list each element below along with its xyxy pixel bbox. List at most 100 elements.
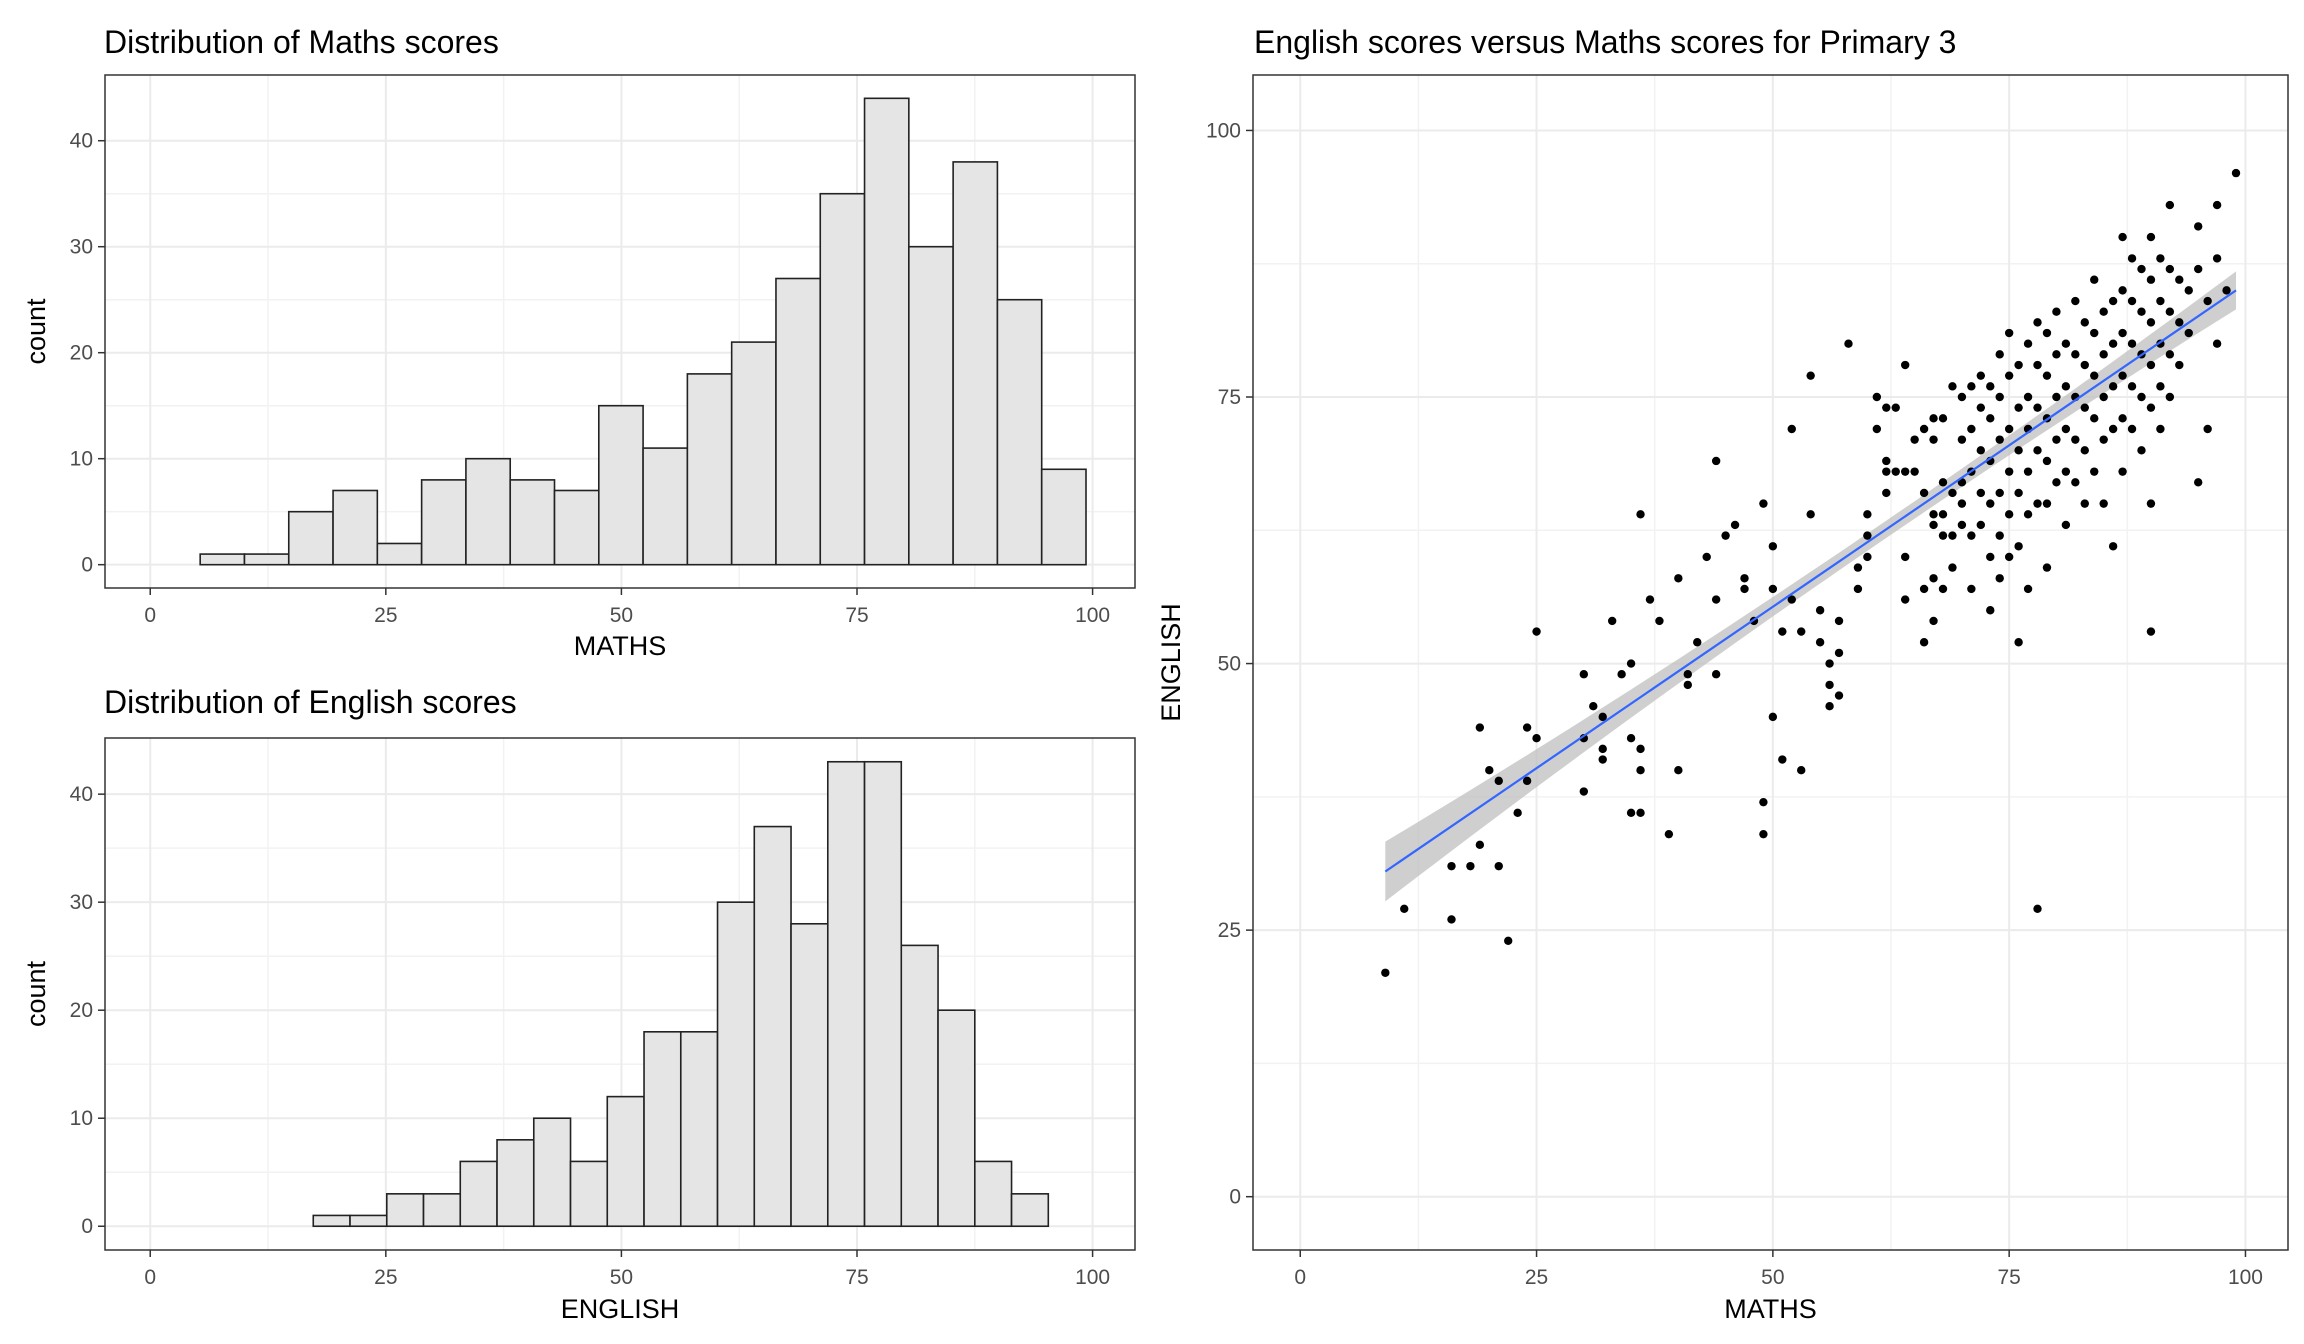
scatter-point xyxy=(1778,755,1787,764)
scatter-point xyxy=(1900,360,1910,370)
scatter-point xyxy=(1626,734,1636,743)
scatter-point xyxy=(1929,520,1938,530)
scatter-point xyxy=(1976,403,1986,412)
scatter-point xyxy=(1532,734,1541,743)
scatter-point xyxy=(2004,552,2014,562)
scatter-point xyxy=(1976,371,1986,380)
scatter-point xyxy=(2080,360,2089,370)
scatter-point xyxy=(1797,765,1806,775)
scatter-point xyxy=(1655,616,1664,626)
scatter-point xyxy=(1986,606,1995,615)
scatter-point xyxy=(2071,435,2080,444)
panel-border xyxy=(104,737,1136,1251)
scatter-point xyxy=(1834,616,1844,626)
scatter-point xyxy=(2184,286,2193,295)
histogram-bar xyxy=(420,479,467,566)
scatter-point xyxy=(2146,275,2156,284)
scatter-point xyxy=(1589,702,1598,711)
scatter-point xyxy=(1929,414,1938,423)
scatter-point xyxy=(1872,392,1882,402)
histogram-bar xyxy=(243,553,290,566)
scatter-point xyxy=(1995,435,2004,444)
scatter-point xyxy=(1986,382,1995,391)
scatter-point xyxy=(2004,467,2014,476)
scatter-point xyxy=(1806,510,1815,519)
x-axis-label: ENGLISH xyxy=(561,1294,680,1324)
scatter-point xyxy=(1882,403,1891,412)
x-tick-label: 0 xyxy=(144,604,156,627)
histogram-bar xyxy=(385,1193,425,1228)
scatter-point xyxy=(2099,392,2108,402)
regression-line xyxy=(1384,289,2237,873)
panel-1: 0 25 50 75 100 0 10 20 30 40 ENGLISH count xyxy=(21,737,1136,1324)
histogram-bar xyxy=(996,298,1043,566)
scatter-point xyxy=(1967,531,1976,540)
scatter-point xyxy=(2146,318,2156,327)
scatter-point xyxy=(1607,616,1617,626)
scatter-point xyxy=(1787,595,1796,604)
scatter-point xyxy=(2127,339,2137,348)
scatter-point xyxy=(1834,691,1844,700)
scatter-point xyxy=(2175,275,2184,284)
scatter-point xyxy=(1986,552,1995,562)
scatter-point xyxy=(1740,574,1749,583)
scatter-point xyxy=(1645,595,1655,604)
scatter-point xyxy=(2080,403,2089,412)
x-tick-label: 100 xyxy=(1075,1266,1110,1289)
y-tick-label: 40 xyxy=(70,783,93,806)
scatter-point xyxy=(2137,307,2146,316)
scatter-point xyxy=(1900,552,1910,562)
scatter-point xyxy=(1626,659,1636,668)
scatter-point xyxy=(1806,371,1815,380)
scatter-point xyxy=(1759,797,1768,807)
histogram-bar xyxy=(952,161,999,566)
histogram-bar xyxy=(826,760,866,1228)
scatter-point xyxy=(2023,467,2033,476)
scatter-point xyxy=(2203,296,2212,306)
scatter-point xyxy=(1466,861,1475,871)
x-tick-label: 25 xyxy=(1525,1266,1548,1289)
scatter-point xyxy=(1938,584,1948,594)
y-axis-label: count xyxy=(21,960,51,1027)
scatter-point xyxy=(2033,360,2042,370)
scatter-point xyxy=(1598,755,1607,764)
scatter-point xyxy=(1938,478,1948,487)
scatter-point xyxy=(2165,307,2175,316)
scatter-point xyxy=(1882,456,1891,466)
scatter-point xyxy=(1957,520,1967,530)
scatter-point xyxy=(1919,638,1929,647)
scatter-point xyxy=(1976,520,1986,530)
scatter-point xyxy=(2090,467,2099,476)
x-tick-label: 25 xyxy=(374,1266,397,1289)
scatter-point xyxy=(1957,435,1967,444)
scatter-point xyxy=(2004,510,2014,519)
histogram-bar xyxy=(642,447,689,566)
histogram-bar xyxy=(686,373,733,566)
histogram-bar xyxy=(908,245,954,566)
histogram-bar xyxy=(900,944,939,1228)
x-axis-label: MATHS xyxy=(574,631,667,661)
scatter-point xyxy=(1844,339,1853,348)
scatter-point xyxy=(2080,318,2089,327)
scatter-point xyxy=(2014,488,2023,498)
english-histogram-title: Distribution of English scores xyxy=(104,684,517,720)
scatter-point xyxy=(2071,478,2080,487)
scatter-point xyxy=(1494,861,1503,871)
scatter-point xyxy=(1759,499,1768,508)
x-tick-label: 50 xyxy=(610,604,633,627)
histogram-bar xyxy=(679,1031,719,1228)
scatter-point xyxy=(1986,499,1995,508)
scatter-point xyxy=(1683,680,1692,690)
scatter-point xyxy=(1485,765,1494,775)
scatter-point xyxy=(1872,424,1882,434)
scatter-point xyxy=(2014,403,2023,412)
y-tick-label: 50 xyxy=(1218,653,1241,676)
x-tick-label: 75 xyxy=(845,604,868,627)
scatter-point xyxy=(1759,829,1768,839)
histogram-bar xyxy=(509,479,556,566)
histogram-bar xyxy=(730,341,777,566)
scatter-point xyxy=(1702,552,1711,562)
scatter-point xyxy=(2137,446,2146,455)
scatter-point xyxy=(2212,200,2222,210)
